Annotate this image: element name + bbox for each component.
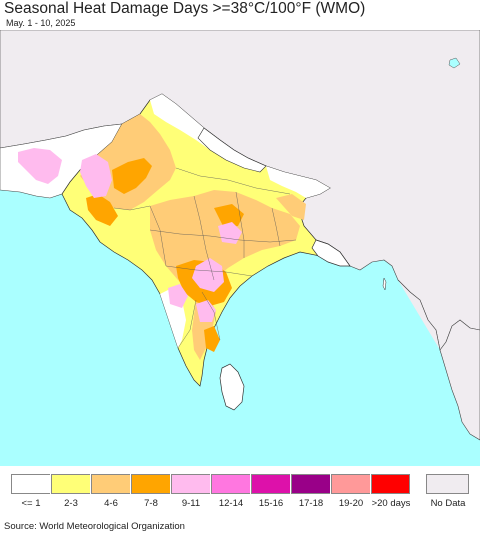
zone-9-11-deccan — [192, 258, 224, 292]
zone-7-8-gujarat — [86, 194, 118, 226]
zone-7-8-rajasthan — [112, 158, 152, 194]
legend-swatch — [11, 474, 50, 494]
legend-swatch — [251, 474, 290, 494]
legend-no-data-label: No Data — [430, 498, 466, 509]
zone-le1-northeast — [266, 166, 330, 198]
legend-label: 7-8 — [144, 498, 158, 509]
zone-4-6-east — [276, 194, 306, 220]
legend-label: >20 days — [371, 498, 411, 509]
sri-lanka — [219, 363, 245, 411]
zone-7-8-southeast — [204, 326, 220, 352]
legend-swatch — [371, 474, 410, 494]
legend-label: 2-3 — [64, 498, 78, 509]
heat-damage-map — [0, 30, 480, 468]
legend-item: 17-18 — [291, 474, 331, 516]
legend-swatch — [211, 474, 250, 494]
legend-item: >20 days — [371, 474, 411, 516]
legend-label: 19-20 — [338, 498, 364, 509]
legend-item: 9-11 — [171, 474, 211, 516]
legend-label: 4-6 — [104, 498, 118, 509]
legend-item: <= 1 — [11, 474, 51, 516]
zone-7-8-central — [214, 204, 244, 228]
legend-swatch — [91, 474, 130, 494]
legend-no-data: No Data — [426, 474, 470, 516]
map-subtitle: May. 1 - 10, 2025 — [6, 18, 76, 28]
legend-item: 2-3 — [51, 474, 91, 516]
header: Seasonal Heat Damage Days >=38°C/100°F (… — [0, 0, 480, 30]
zone-9-11-central — [218, 222, 242, 244]
state-boundaries — [113, 167, 297, 349]
legend-swatch — [331, 474, 370, 494]
legend-label: <= 1 — [21, 498, 41, 509]
legend-swatches: <= 1 2-3 4-6 7-8 9-11 12-14 15-16 17-18 … — [11, 474, 411, 516]
legend-item: 15-16 — [251, 474, 291, 516]
legend: <= 1 2-3 4-6 7-8 9-11 12-14 15-16 17-18 … — [0, 466, 480, 516]
zone-9-11-sindh — [80, 154, 112, 198]
source-credit: Source: World Meteorological Organizatio… — [4, 521, 185, 532]
legend-label: 12-14 — [218, 498, 244, 509]
zone-9-11-south — [196, 300, 216, 322]
legend-label: 9-11 — [181, 498, 201, 509]
legend-item: 12-14 — [211, 474, 251, 516]
legend-swatch — [131, 474, 170, 494]
legend-item: 7-8 — [131, 474, 171, 516]
zone-9-11-pakistan-west — [18, 148, 62, 184]
legend-no-data-swatch — [426, 474, 469, 494]
map-title: Seasonal Heat Damage Days >=38°C/100°F (… — [4, 0, 366, 17]
legend-swatch — [51, 474, 90, 494]
bangladesh — [311, 239, 351, 267]
andaman-islands — [382, 277, 387, 291]
legend-item: 19-20 — [331, 474, 371, 516]
legend-item: 4-6 — [91, 474, 131, 516]
legend-label: 15-16 — [258, 498, 284, 509]
legend-label: 17-18 — [298, 498, 324, 509]
southeast-asia-land — [397, 279, 480, 441]
legend-swatch — [171, 474, 210, 494]
lake-icon — [448, 57, 461, 69]
zone-9-11-telangana — [168, 284, 188, 308]
legend-swatch — [291, 474, 330, 494]
nepal — [197, 127, 267, 173]
